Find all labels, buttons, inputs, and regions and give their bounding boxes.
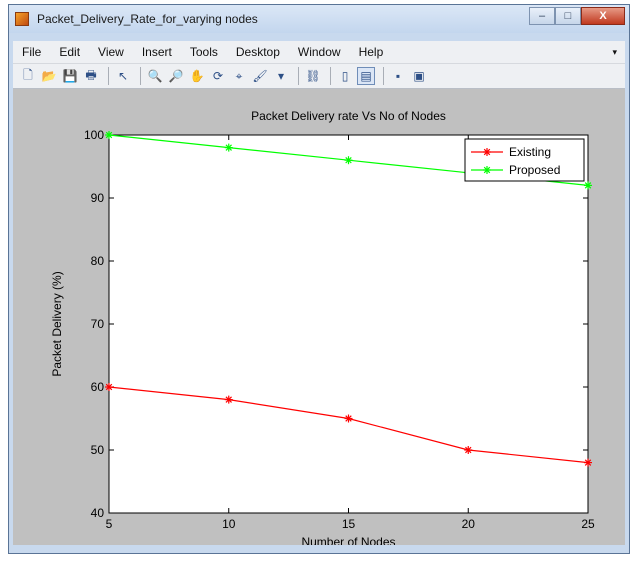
y-tick-label: 90 bbox=[91, 191, 105, 205]
menu-edit[interactable]: Edit bbox=[59, 45, 81, 59]
y-axis-label: Packet Delivery (%) bbox=[50, 271, 64, 376]
save-icon[interactable]: 💾 bbox=[62, 69, 78, 83]
zoom-out-icon[interactable]: 🔎 bbox=[168, 69, 184, 83]
legend-label-existing: Existing bbox=[509, 145, 551, 159]
brush-icon[interactable]: 🖌 bbox=[252, 69, 268, 83]
menu-view[interactable]: View bbox=[98, 45, 124, 59]
legend-marker-existing bbox=[483, 148, 491, 156]
toolbar-separator bbox=[140, 67, 141, 85]
link-plot-icon[interactable]: ⛓ bbox=[305, 69, 321, 83]
zoom-in-icon[interactable]: 🔍 bbox=[147, 69, 163, 83]
x-tick-label: 15 bbox=[342, 517, 356, 531]
x-tick-label: 10 bbox=[222, 517, 236, 531]
menu-tools[interactable]: Tools bbox=[189, 45, 218, 59]
hide-plot-tools-icon[interactable]: ▪ bbox=[395, 69, 401, 83]
figure-window: Packet_Delivery_Rate_for_varying nodes –… bbox=[8, 4, 630, 554]
y-tick-label: 50 bbox=[91, 443, 105, 457]
plot-area bbox=[108, 134, 589, 514]
show-plot-tools-icon[interactable]: ▣ bbox=[413, 69, 425, 83]
y-tick-label: 70 bbox=[91, 317, 105, 331]
chart-title: Packet Delivery rate Vs No of Nodes bbox=[251, 109, 446, 123]
figure-canvas: Packet Delivery rate Vs No of Nodes 5 10 15… bbox=[13, 89, 625, 545]
new-figure-icon[interactable]: 🗋 bbox=[23, 67, 33, 82]
y-tick-label: 100 bbox=[84, 128, 104, 142]
window-controls: – □ X bbox=[529, 7, 625, 25]
data-point-proposed bbox=[584, 181, 592, 190]
legend-icon[interactable]: ▤ bbox=[357, 67, 375, 85]
menu-bar: File Edit View Insert Tools Desktop Window Help… bbox=[13, 41, 625, 63]
maximize-button[interactable]: □ bbox=[555, 7, 581, 25]
menu-overflow-icon[interactable]: ▾ bbox=[612, 46, 617, 57]
legend-marker-proposed bbox=[483, 166, 491, 174]
data-cursor-icon[interactable]: ⌖ bbox=[235, 68, 243, 83]
title-bar[interactable]: Packet_Delivery_Rate_for_varying nodes –… bbox=[9, 5, 629, 33]
toolbar-separator bbox=[108, 67, 109, 85]
toolbar-separator bbox=[330, 67, 331, 85]
data-point-existing bbox=[584, 458, 592, 467]
pan-hand-icon[interactable]: ✋ bbox=[189, 69, 205, 83]
data-point-proposed bbox=[105, 131, 113, 139]
menu-help[interactable]: Help bbox=[358, 45, 384, 59]
menu-desktop[interactable]: Desktop bbox=[235, 45, 280, 59]
open-file-icon[interactable]: 📂 bbox=[41, 69, 57, 83]
edit-plot-arrow-icon[interactable]: ↖ bbox=[117, 69, 129, 83]
toolbar-separator bbox=[298, 67, 299, 85]
y-tick-label: 60 bbox=[91, 380, 105, 394]
figure-toolbar: 🗋 📂 💾 🖶 ↖ 🔍 🔎 ✋ ⟳ ⌖ 🖌 ▾ ⛓ ▯ ▤ ▪ ▣ bbox=[13, 63, 625, 89]
print-icon[interactable]: 🖶 bbox=[85, 67, 97, 82]
rotate-3d-icon[interactable]: ⟳ bbox=[212, 69, 224, 83]
chart: Packet Delivery rate Vs No of Nodes 5 10 15… bbox=[50, 109, 595, 545]
data-point-existing bbox=[344, 414, 353, 423]
menu-insert[interactable]: Insert bbox=[141, 45, 172, 59]
data-point-existing bbox=[105, 383, 113, 391]
legend-label-proposed: Proposed bbox=[509, 163, 560, 177]
colorbar-icon[interactable]: ▯ bbox=[341, 69, 349, 83]
minimize-button[interactable]: – bbox=[529, 7, 555, 25]
close-button[interactable]: X bbox=[581, 7, 625, 25]
menu-window[interactable]: Window bbox=[297, 45, 341, 59]
data-point-proposed bbox=[344, 156, 353, 165]
window-title: Packet_Delivery_Rate_for_varying nodes bbox=[37, 12, 258, 26]
brush-dropdown-icon[interactable]: ▾ bbox=[277, 69, 285, 83]
toolbar-separator bbox=[383, 67, 384, 85]
data-point-proposed bbox=[224, 143, 233, 152]
menu-file[interactable]: File bbox=[22, 45, 42, 59]
data-point-existing bbox=[224, 395, 233, 404]
legend-box[interactable] bbox=[464, 138, 585, 182]
y-tick-label: 80 bbox=[91, 254, 105, 268]
matlab-icon bbox=[15, 12, 29, 26]
data-point-existing bbox=[464, 446, 473, 454]
x-tick-label: 5 bbox=[106, 517, 113, 531]
x-tick-label: 25 bbox=[581, 517, 595, 531]
x-tick-label: 20 bbox=[462, 517, 476, 531]
x-axis-label: Number of Nodes bbox=[301, 535, 395, 545]
y-tick-label: 40 bbox=[91, 506, 105, 520]
